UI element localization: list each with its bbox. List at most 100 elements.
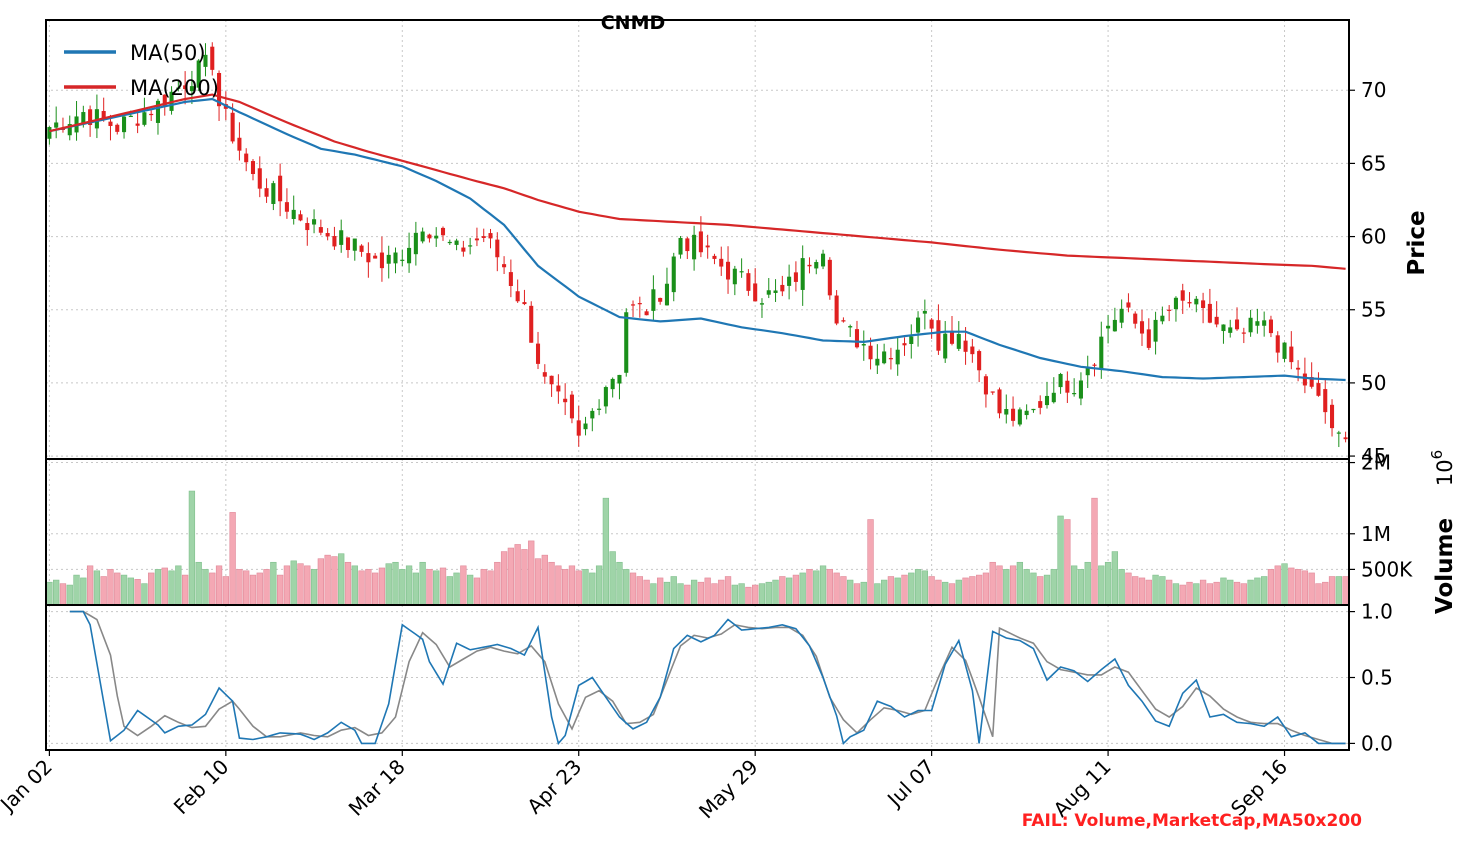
candle-body: [936, 320, 941, 351]
volume-bar: [1104, 561, 1112, 606]
volume-bar: [969, 576, 976, 606]
volume-bar: [847, 579, 854, 606]
candle-body: [678, 237, 683, 255]
candle-body: [882, 351, 887, 364]
candle-body: [977, 351, 982, 371]
candle-body: [474, 238, 479, 241]
volume-bar: [1023, 569, 1030, 606]
candle-body: [983, 376, 988, 395]
candle-body: [278, 175, 283, 202]
volume-bar: [677, 583, 684, 606]
volume-bar: [758, 583, 766, 606]
volume-bar: [161, 567, 168, 606]
volume-bar: [86, 565, 94, 606]
volume-bar: [772, 579, 779, 606]
volume-bar: [928, 576, 935, 606]
candle-body: [244, 153, 249, 163]
candle-body: [393, 252, 398, 264]
volume-bar: [989, 561, 996, 606]
candle-body: [759, 303, 765, 305]
candle-body: [793, 272, 798, 282]
volume-bar: [650, 583, 657, 606]
candle-body: [1092, 364, 1097, 366]
candle-body: [115, 124, 120, 132]
grid-lines: [46, 20, 1349, 750]
volume-bar: [616, 561, 623, 606]
candle-body: [427, 234, 432, 239]
candle-body: [1085, 367, 1090, 376]
candle-body: [1228, 327, 1233, 333]
candle-body: [746, 273, 751, 291]
volume-bar: [53, 579, 60, 606]
volume-bar: [1070, 565, 1078, 606]
candle-body: [712, 255, 717, 259]
x-tick-label: Jul 07: [881, 755, 939, 813]
candle-body: [67, 124, 72, 136]
candle-body: [135, 123, 140, 126]
candle-body: [318, 227, 323, 233]
candle-body: [1126, 302, 1131, 308]
volume-bar: [1315, 583, 1322, 606]
candle-body: [1234, 319, 1240, 330]
candle-body: [515, 291, 520, 302]
volume-bar: [1247, 579, 1254, 606]
volume-bar: [453, 572, 460, 606]
price-tick-label: 55: [1361, 298, 1386, 322]
candle-body: [468, 245, 473, 247]
legend-label-ma50: MA(50): [130, 41, 206, 65]
candle-body: [1329, 404, 1335, 429]
volume-bar: [1233, 581, 1241, 606]
volume-bar: [589, 572, 596, 606]
candle-body: [861, 344, 866, 346]
candle-body: [542, 372, 547, 377]
volume-bar: [351, 565, 358, 606]
candle-body: [434, 235, 439, 239]
volume-bar: [1003, 569, 1010, 606]
candle-body: [1031, 408, 1036, 411]
volume-bar: [914, 569, 922, 606]
volume-bar: [222, 576, 229, 606]
volume-bar: [982, 572, 990, 606]
candle-body: [549, 375, 554, 385]
volume-bar: [1152, 574, 1159, 606]
volume-bar: [1186, 581, 1193, 606]
candle-body: [379, 252, 384, 269]
volume-bar: [1342, 576, 1349, 606]
volume-bar: [528, 540, 535, 606]
candle-body: [155, 100, 161, 123]
volume-bar: [1138, 577, 1146, 606]
candle-body: [780, 284, 785, 292]
candle-body: [875, 358, 880, 366]
price-tick-label: 65: [1361, 151, 1386, 175]
candle-body: [122, 116, 127, 133]
candle-body: [230, 112, 235, 142]
candle-body: [454, 240, 459, 245]
volume-bar: [724, 576, 732, 606]
candle-body: [1167, 309, 1172, 311]
candle-body: [1262, 320, 1267, 326]
volume-bar: [270, 561, 277, 606]
candle-body: [298, 214, 303, 221]
volume-bar: [371, 572, 379, 606]
candle-body: [556, 385, 561, 392]
candle-body: [1038, 401, 1043, 408]
volume-bar: [826, 569, 833, 606]
candle-body: [189, 86, 194, 92]
candle-body: [576, 420, 581, 436]
candle-body: [902, 343, 907, 346]
candle-body: [257, 168, 262, 189]
volume-bar: [188, 490, 196, 606]
volume-bar: [1254, 577, 1261, 606]
candle-body: [1133, 313, 1138, 324]
volume-bar: [114, 572, 121, 606]
candle-body: [1275, 335, 1280, 353]
volume-bar: [1166, 579, 1173, 606]
candle-body: [529, 305, 534, 343]
candle-body: [47, 127, 52, 139]
volume-tick-label: 2M: [1361, 451, 1391, 475]
candle-body: [624, 312, 629, 373]
volume-bar: [1328, 576, 1336, 606]
candle-body: [664, 283, 669, 306]
x-tick-label: Mar 18: [344, 755, 410, 821]
